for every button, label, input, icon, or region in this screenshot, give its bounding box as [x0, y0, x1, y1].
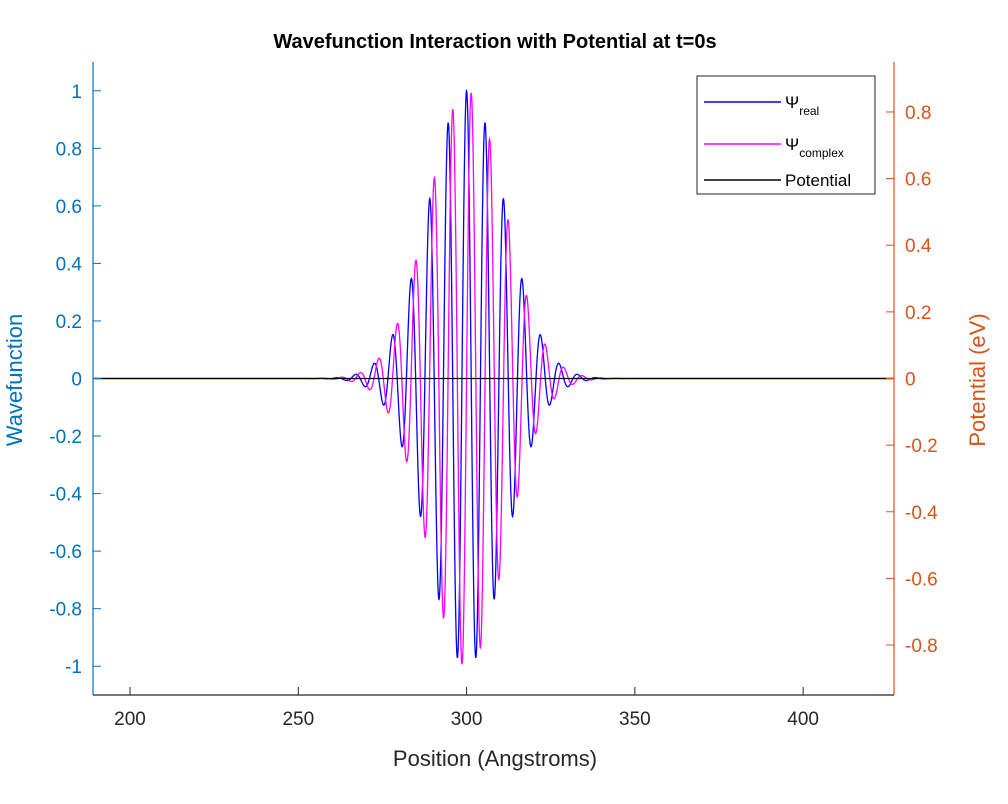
x-axis-label: Position (Angstroms): [393, 746, 597, 771]
y-left-tick-label: 0: [71, 370, 82, 391]
legend-box: [696, 75, 876, 195]
y-left-tick-label: -0.4: [49, 485, 82, 506]
tick-labels: 200 250 300 350 400 1 0.8 0.6 0.4 0.2 0 -0.2 -0.4 -0.…: [49, 82, 938, 730]
x-tick-label: 250: [282, 709, 314, 730]
plot-area: [93, 88, 894, 665]
y-axis-label-right: Potential (eV): [965, 313, 990, 446]
y-right-tick-label: -0.2: [905, 436, 938, 457]
legend-entry: Ψcomplex: [785, 135, 844, 160]
x-tick-label: 200: [114, 709, 146, 730]
y-left-tick-label: -0.8: [49, 600, 82, 621]
x-tick-label: 300: [451, 709, 483, 730]
y-left-tick-label: 1: [71, 82, 82, 103]
y-left-tick-label: -0.2: [49, 427, 82, 448]
y-left-tick-label: 0.4: [56, 254, 83, 275]
legend-entry: Ψreal: [785, 93, 819, 118]
y-right-tick-label: 0.4: [905, 236, 932, 257]
y-left-tick-label: 0.2: [56, 312, 82, 333]
y-left-tick-label: 0.8: [56, 139, 82, 160]
y-right-tick-label: 0: [905, 370, 916, 391]
y-left-tick-label: -1: [65, 657, 82, 678]
y-right-tick-label: 0.8: [905, 103, 931, 124]
legend: Ψreal Ψcomplex Potential: [696, 75, 876, 195]
y-right-tick-label: 0.6: [905, 170, 931, 191]
y-axis-label-left: Wavefunction: [2, 314, 27, 446]
y-right-tick-label: -0.4: [905, 503, 938, 524]
y-left-tick-label: -0.6: [49, 542, 82, 563]
y-right-tick-label: 0.2: [905, 303, 931, 324]
x-tick-label: 400: [787, 709, 819, 730]
chart-title: Wavefunction Interaction with Potential …: [273, 31, 716, 53]
x-tick-label: 350: [619, 709, 651, 730]
y-right-tick-label: -0.6: [905, 569, 938, 590]
legend-entry: Potential: [785, 171, 851, 190]
y-right-tick-label: -0.8: [905, 636, 938, 657]
y-left-tick-label: 0.6: [56, 197, 82, 218]
